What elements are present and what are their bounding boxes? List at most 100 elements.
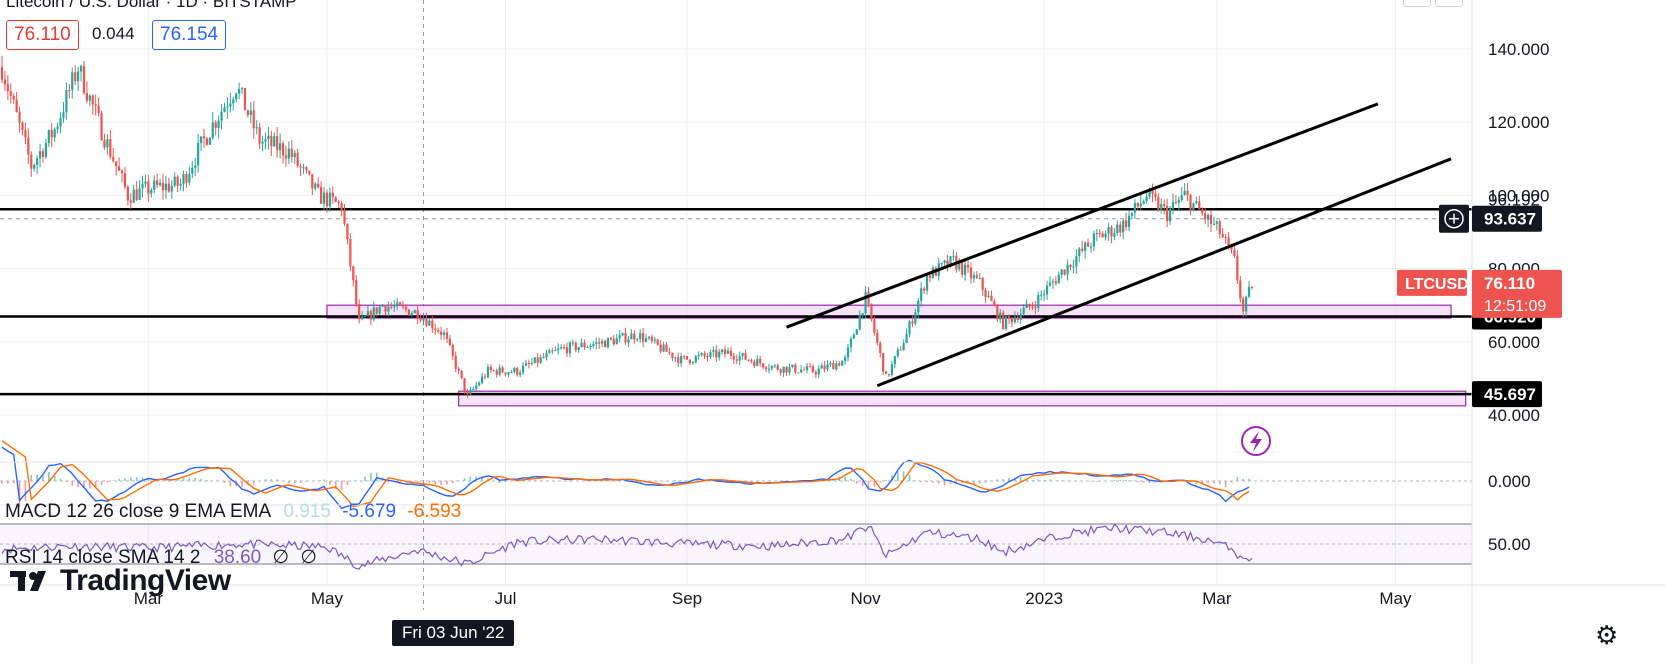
candle-body <box>302 167 305 169</box>
macd-histogram-bar <box>861 481 864 487</box>
macd-histogram-bar <box>194 477 197 481</box>
candle-body <box>1066 264 1069 275</box>
candle-body <box>536 357 539 363</box>
candle-body <box>882 353 885 372</box>
candle-body <box>287 148 290 159</box>
candle-body <box>978 277 981 279</box>
candle-body <box>322 192 326 204</box>
candle-body <box>194 165 197 168</box>
rsi-legend[interactable]: RSI 14 close SMA 14 2 38.60 ∅ ∅ <box>5 546 317 569</box>
candle-body <box>542 357 545 359</box>
candle-body <box>1022 308 1025 315</box>
macd-histogram-bar <box>65 481 68 483</box>
candle-body <box>647 337 651 339</box>
candle-body <box>399 302 402 306</box>
candle-body <box>650 337 653 341</box>
time-axis-tick: Mar <box>134 589 164 608</box>
candle-body <box>1010 318 1014 323</box>
candle-body <box>1104 233 1107 238</box>
macd-histogram-bar <box>182 478 185 481</box>
lightning-icon[interactable] <box>1241 426 1271 456</box>
candle-body <box>1034 307 1037 309</box>
candle-body <box>987 295 990 298</box>
candle-body <box>712 350 715 352</box>
macd-histogram-bar <box>71 481 74 486</box>
candle-body <box>223 107 226 112</box>
header-button[interactable] <box>1435 0 1463 7</box>
candle-body <box>562 347 566 349</box>
candle-body <box>984 290 987 298</box>
candle-body <box>100 113 103 141</box>
macd-histogram-bar <box>961 481 963 484</box>
candle-body <box>334 197 337 202</box>
candle-body <box>1130 212 1134 216</box>
plus-circle-icon[interactable] <box>1439 204 1469 233</box>
rsi-ema-value: ∅ <box>272 547 290 568</box>
candle-body <box>729 350 733 356</box>
macd-histogram-bar <box>446 481 448 485</box>
level-label-bg <box>1472 381 1542 408</box>
price-axis-tick: 140.000 <box>1488 40 1549 59</box>
bid-price-box[interactable]: 76.110 <box>6 20 79 50</box>
candle-body <box>387 306 390 312</box>
price-labels: 96.19293.63766.92045.697LTCUSD76.11012:5… <box>1241 190 1562 456</box>
candle-body <box>753 361 756 366</box>
time-axis-tick: May <box>1379 589 1412 608</box>
grid <box>0 0 1472 610</box>
macd-histogram-bar <box>118 478 120 481</box>
candle-body <box>170 185 173 192</box>
gear-icon[interactable]: ⚙ <box>1595 620 1619 650</box>
macd-histogram-bar <box>264 479 267 481</box>
macd-histogram-bar <box>188 477 191 481</box>
candle-body <box>390 306 393 308</box>
last-price-bg <box>1472 269 1562 318</box>
candle-body <box>1101 233 1104 238</box>
candle-body <box>671 352 674 358</box>
candle-body <box>1218 221 1221 234</box>
candle-body <box>202 136 206 139</box>
macd-histogram-bar <box>1242 478 1245 481</box>
candle-body <box>437 330 440 332</box>
candle-body <box>33 164 36 169</box>
macd-histogram-bar <box>850 478 852 481</box>
ask-price-box[interactable]: 76.154 <box>152 20 227 50</box>
candle-body <box>516 367 519 375</box>
candle-body <box>1186 190 1189 195</box>
macd-histogram-bar <box>697 479 700 481</box>
candle-body <box>557 348 560 351</box>
trendlines <box>786 102 1452 388</box>
candle-body <box>1189 194 1192 211</box>
macd-histogram-bar <box>12 481 15 484</box>
candle-body <box>1078 248 1081 257</box>
macd-pane <box>0 440 1472 510</box>
candle-body <box>896 349 899 357</box>
macd-histogram-bar <box>873 481 876 487</box>
candle-body <box>498 367 501 375</box>
symbol-tag: LTCUSD <box>1405 276 1469 293</box>
candle-body <box>1057 274 1060 284</box>
macd-histogram-bar <box>100 481 103 485</box>
tradingview-logo[interactable]: TradingView <box>10 564 231 598</box>
macd-histogram-bar <box>24 481 27 501</box>
candle-body <box>1250 286 1254 288</box>
macd-legend[interactable]: MACD 12 26 close 9 EMA EMA 0.915 -5.679 … <box>5 501 461 523</box>
macd-histogram-bar <box>569 481 571 482</box>
candle-body <box>1224 237 1227 239</box>
candle-body <box>1048 282 1052 286</box>
macd-histogram-bar <box>1189 481 1192 483</box>
candle-body <box>457 368 460 371</box>
candle-body <box>703 353 706 356</box>
candle-body <box>460 370 463 379</box>
candle-body <box>299 165 302 168</box>
macd-histogram-bar <box>885 479 887 481</box>
candle-body <box>229 103 232 107</box>
candle-body <box>917 300 920 313</box>
macd-histogram-bar <box>141 477 144 481</box>
candle-body <box>551 350 554 352</box>
header-button[interactable] <box>1403 0 1431 7</box>
candle-body <box>1180 195 1183 200</box>
candle-body <box>167 183 170 192</box>
macd-histogram-bar <box>879 481 882 483</box>
macd-histogram-bar <box>340 481 343 490</box>
